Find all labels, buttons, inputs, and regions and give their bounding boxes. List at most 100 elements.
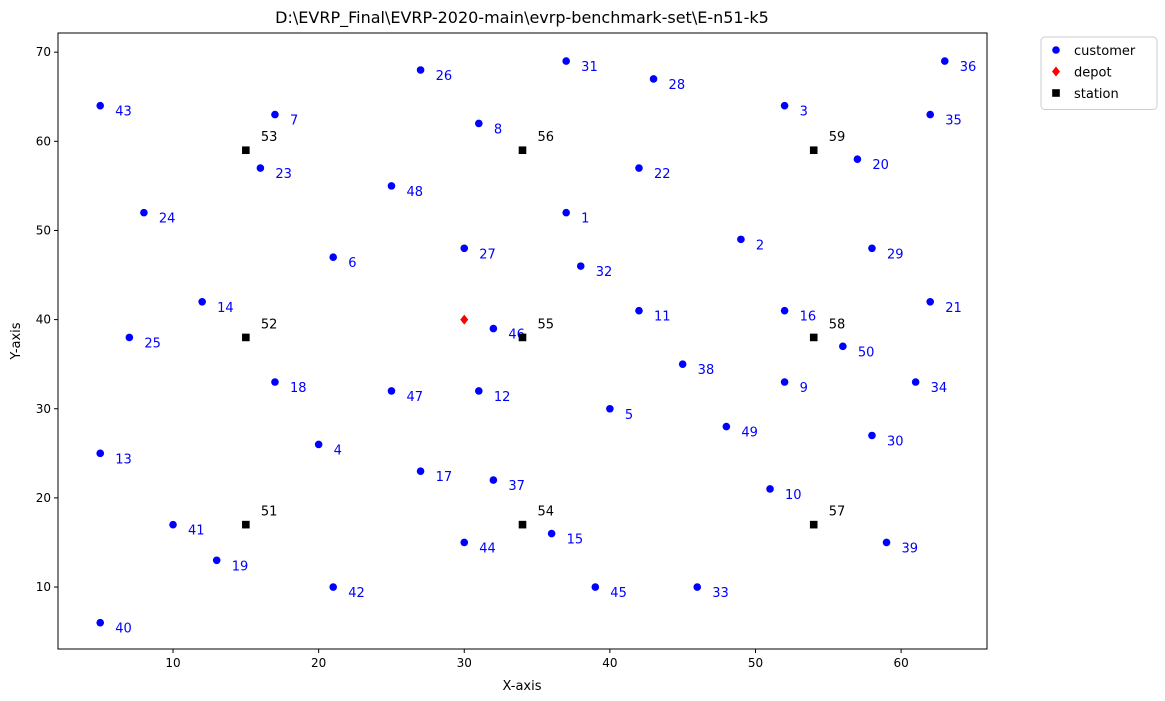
customer-point-label: 3 bbox=[800, 105, 808, 120]
station-point-label: 55 bbox=[538, 317, 555, 332]
station-point-label: 51 bbox=[261, 505, 278, 520]
x-tick-label: 10 bbox=[165, 656, 180, 670]
customer-point-label: 19 bbox=[232, 559, 249, 574]
customer-point-label: 38 bbox=[698, 363, 715, 378]
customer-point bbox=[766, 485, 774, 493]
customer-point bbox=[868, 244, 876, 253]
legend-marker bbox=[1052, 89, 1060, 97]
customer-point-label: 50 bbox=[858, 345, 875, 360]
station-point bbox=[809, 333, 818, 342]
y-axis-label: Y-axis bbox=[9, 322, 24, 360]
customer-point bbox=[96, 449, 105, 458]
customer-point-label: 17 bbox=[436, 470, 453, 485]
customer-point bbox=[475, 119, 483, 128]
customer-point bbox=[853, 155, 862, 163]
x-axis: 10 20 30 40 50 60 bbox=[165, 649, 909, 670]
customer-point bbox=[329, 583, 338, 591]
customer-point-label: 28 bbox=[669, 78, 686, 93]
customer-point bbox=[271, 378, 279, 386]
customer-point-label: 29 bbox=[887, 247, 904, 262]
customer-point-label: 48 bbox=[406, 185, 423, 200]
customer-point bbox=[475, 387, 483, 395]
customer-point-label: 10 bbox=[785, 488, 802, 503]
x-tick-label: 50 bbox=[748, 656, 763, 670]
customer-point bbox=[460, 538, 469, 547]
data-marks: 1234567891011121314151617181920212223242… bbox=[96, 57, 976, 637]
customer-point bbox=[212, 556, 221, 565]
customer-point-label: 39 bbox=[902, 541, 919, 556]
station-point-label: 59 bbox=[829, 130, 846, 145]
customer-point-label: 7 bbox=[290, 114, 298, 129]
customer-point-label: 40 bbox=[115, 622, 132, 637]
station-point bbox=[809, 146, 818, 155]
customer-point-label: 16 bbox=[800, 310, 817, 325]
customer-point-label: 13 bbox=[115, 452, 132, 467]
customer-point bbox=[649, 75, 658, 83]
depot-point bbox=[460, 314, 469, 325]
customer-point bbox=[737, 235, 745, 244]
x-tick-label: 60 bbox=[893, 656, 908, 670]
customer-point bbox=[868, 431, 876, 440]
customer-point bbox=[926, 110, 935, 119]
customer-point-label: 49 bbox=[741, 426, 758, 441]
customer-point-label: 5 bbox=[625, 408, 633, 423]
y-tick-label: 70 bbox=[36, 45, 51, 59]
customer-point-label: 31 bbox=[581, 60, 598, 75]
customer-point-label: 6 bbox=[348, 256, 356, 271]
customer-point-label: 22 bbox=[654, 167, 671, 182]
legend-box bbox=[1040, 36, 1158, 110]
customer-point bbox=[96, 101, 105, 110]
customer-point-label: 20 bbox=[872, 158, 889, 173]
customer-point bbox=[125, 333, 134, 342]
customer-point-label: 25 bbox=[144, 336, 161, 351]
customer-point-label: 44 bbox=[479, 541, 496, 556]
customer-point bbox=[96, 618, 105, 627]
customer-point bbox=[940, 57, 949, 65]
customer-point bbox=[416, 467, 425, 475]
customer-point bbox=[547, 529, 556, 538]
customer-point bbox=[169, 520, 177, 529]
customer-point bbox=[329, 253, 338, 262]
station-point bbox=[242, 146, 250, 155]
x-axis-label: X-axis bbox=[503, 679, 542, 694]
station-point-label: 56 bbox=[538, 130, 555, 145]
customer-point bbox=[562, 208, 570, 217]
station-point bbox=[242, 333, 250, 342]
customer-point-label: 30 bbox=[887, 434, 904, 449]
legend-marker bbox=[1052, 66, 1060, 77]
y-axis: 10 20 30 40 50 60 70 bbox=[36, 45, 58, 594]
customer-point-label: 42 bbox=[348, 586, 365, 601]
customer-point bbox=[489, 476, 498, 484]
customer-point bbox=[460, 244, 469, 253]
customer-point bbox=[591, 583, 600, 591]
customer-point bbox=[635, 164, 643, 172]
customer-point-label: 33 bbox=[712, 586, 729, 601]
customer-point-label: 26 bbox=[436, 69, 453, 84]
customer-point-label: 9 bbox=[800, 381, 808, 396]
customer-point-label: 4 bbox=[334, 443, 342, 458]
customer-point bbox=[635, 306, 643, 315]
customer-point-label: 1 bbox=[581, 212, 589, 227]
customer-point bbox=[271, 110, 279, 119]
customer-point bbox=[489, 324, 498, 333]
x-tick-label: 20 bbox=[311, 656, 326, 670]
customer-point bbox=[839, 342, 847, 351]
customer-point-label: 11 bbox=[654, 310, 671, 325]
station-point bbox=[518, 146, 527, 155]
customer-point bbox=[722, 422, 731, 431]
legend-label: customer bbox=[1074, 44, 1136, 59]
customer-point bbox=[576, 262, 585, 270]
customer-point-label: 15 bbox=[567, 533, 584, 548]
customer-point bbox=[314, 440, 323, 449]
customer-point bbox=[882, 538, 891, 547]
station-point-label: 57 bbox=[829, 505, 846, 520]
station-point bbox=[809, 520, 818, 529]
customer-point-label: 14 bbox=[217, 301, 234, 316]
customer-point-label: 27 bbox=[479, 247, 496, 262]
customer-point-label: 34 bbox=[931, 381, 948, 396]
customer-point bbox=[562, 57, 570, 65]
customer-point-label: 12 bbox=[494, 390, 511, 405]
customer-point bbox=[780, 378, 789, 386]
